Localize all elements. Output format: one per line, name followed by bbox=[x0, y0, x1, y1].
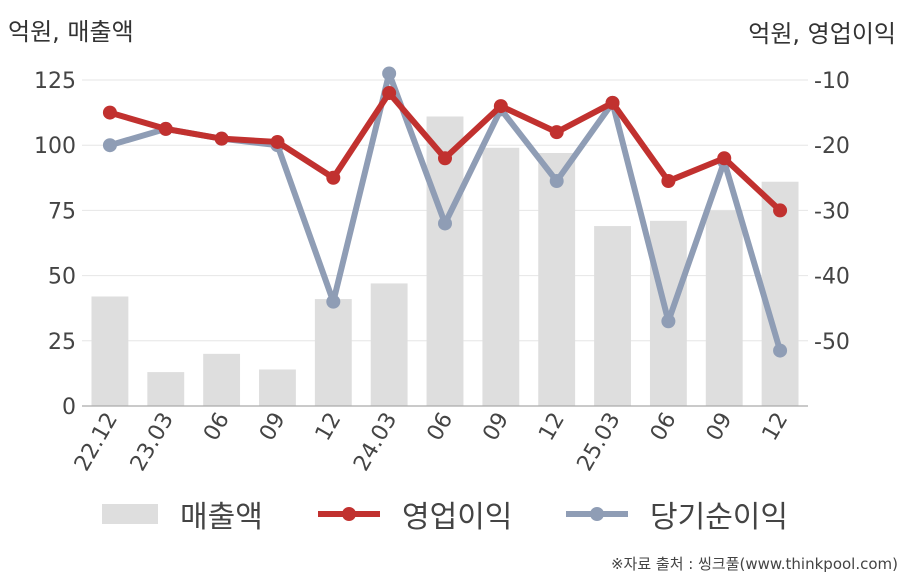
x-tick-label: 12 bbox=[534, 409, 570, 446]
legend-swatch-operating bbox=[318, 507, 380, 521]
series-point bbox=[717, 151, 732, 166]
legend-item-operating: 영업이익 bbox=[318, 492, 512, 536]
x-tick-label: 24.03 bbox=[349, 409, 402, 476]
revenue-bar bbox=[705, 210, 743, 406]
x-tick-label: 09 bbox=[702, 409, 738, 446]
x-tick-label: 12 bbox=[311, 409, 347, 446]
right-axis-title: 억원, 영업이익 bbox=[748, 20, 896, 48]
legend-swatch-net bbox=[566, 507, 628, 521]
legend-item-net: 당기순이익 bbox=[566, 492, 788, 536]
series-point bbox=[382, 86, 397, 101]
series-point bbox=[493, 99, 508, 114]
x-tick-label: 23.03 bbox=[126, 409, 179, 476]
series-point bbox=[382, 66, 397, 81]
y-left-tick-label: 125 bbox=[34, 69, 76, 94]
series-point bbox=[549, 174, 564, 189]
series-point bbox=[438, 216, 452, 231]
series-point bbox=[549, 125, 564, 140]
legend-swatch-revenue bbox=[102, 504, 158, 524]
series-point bbox=[326, 170, 341, 185]
series-point bbox=[326, 294, 341, 309]
left-axis-title: 억원, 매출액 bbox=[8, 18, 134, 46]
y-right-tick-label: -50 bbox=[814, 330, 850, 355]
series-point bbox=[102, 105, 117, 120]
source-note: ※자료 출처 : 씽크풀(www.thinkpool.com) bbox=[610, 555, 898, 573]
legend-label-operating: 영업이익 bbox=[402, 500, 513, 535]
y-right-tick-label: -40 bbox=[814, 265, 850, 290]
revenue-bar bbox=[147, 372, 185, 406]
x-tick-label: 09 bbox=[478, 409, 514, 446]
y-left-tick-label: 75 bbox=[48, 199, 76, 224]
revenue-bar bbox=[91, 296, 129, 406]
y-left-tick-label: 25 bbox=[48, 330, 76, 355]
legend-item-revenue: 매출액 bbox=[102, 492, 263, 536]
legend-label-net: 당기순이익 bbox=[650, 500, 788, 535]
revenue-bars bbox=[91, 116, 799, 407]
series-point bbox=[605, 95, 620, 110]
series-point bbox=[773, 343, 788, 358]
series-point bbox=[214, 131, 229, 146]
revenue-bar bbox=[538, 153, 576, 406]
x-tick-label: 06 bbox=[646, 409, 682, 446]
revenue-bar bbox=[482, 147, 520, 407]
x-tick-label: 12 bbox=[758, 409, 794, 446]
y-right-tick-label: -30 bbox=[814, 199, 850, 224]
series-point bbox=[158, 121, 173, 136]
legend-label-revenue: 매출액 bbox=[180, 500, 263, 535]
revenue-bar bbox=[259, 369, 296, 406]
series-point bbox=[270, 134, 285, 149]
x-tick-label: 06 bbox=[423, 409, 459, 446]
revenue-bar bbox=[370, 283, 408, 406]
x-tick-label: 25.03 bbox=[573, 409, 626, 476]
revenue-bar bbox=[761, 181, 799, 406]
revenue-bar bbox=[203, 353, 241, 406]
y-left-tick-label: 50 bbox=[48, 265, 76, 290]
profit-lines bbox=[102, 66, 788, 358]
x-tick-label: 06 bbox=[199, 409, 235, 446]
y-left-tick-label: 100 bbox=[34, 134, 76, 159]
revenue-bar bbox=[594, 226, 631, 406]
legend: 매출액 영업이익 당기순이익 bbox=[0, 492, 908, 536]
series-point bbox=[773, 203, 788, 218]
y-right-tick-label: -10 bbox=[814, 69, 850, 94]
y-left-tick-label: 0 bbox=[62, 395, 76, 420]
revenue-bar bbox=[314, 299, 352, 406]
series-point bbox=[438, 151, 452, 166]
x-tick-label: 22.12 bbox=[70, 409, 123, 476]
x-tick-label: 09 bbox=[255, 409, 291, 446]
series-point bbox=[102, 138, 117, 153]
series-point bbox=[661, 174, 676, 189]
y-right-tick-label: -20 bbox=[814, 134, 850, 159]
series-point bbox=[661, 314, 676, 329]
